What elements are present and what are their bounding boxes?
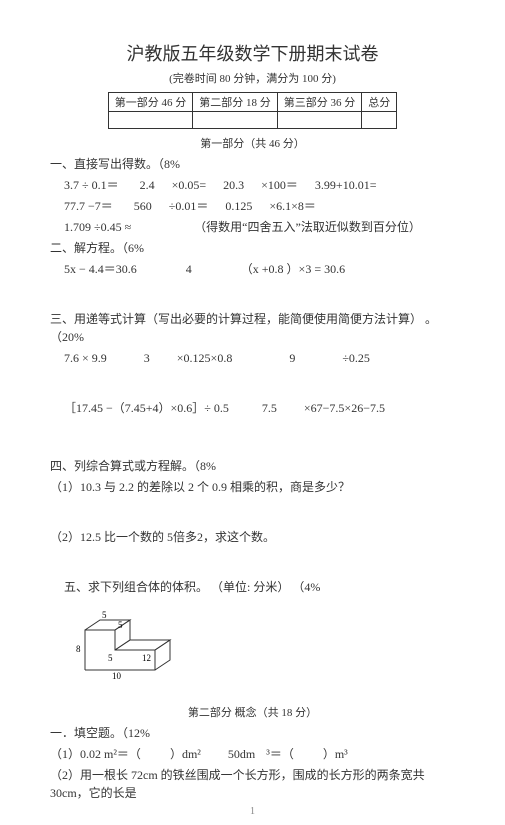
q1-l1: 3.7 ÷ 0.1＝ 2.4 ×0.05= 20.3 ×100＝ 3.99+10… — [64, 176, 455, 194]
subtitle: (完卷时间 80 分钟，满分为 100 分) — [50, 70, 455, 86]
q4-head: 四、列综合算式或方程解。（8% — [50, 457, 455, 475]
page-number: 1 — [0, 806, 505, 817]
cell: 第一部分 46 分 — [108, 93, 193, 112]
txt: 560 — [134, 199, 152, 213]
q2-l1: 5x − 4.4＝30.6 4 （x +0.8 ）×3 = 30.6 — [64, 260, 455, 278]
txt: 4 — [186, 262, 192, 276]
fill-p2: （2）用一根长 72cm 的铁丝围成一个长方形，围成的长方形的两条宽共 30cm… — [50, 766, 455, 802]
txt: 3.99+10.01= — [315, 178, 377, 192]
solid-figure: 5 5 8 5 12 10 — [70, 600, 200, 680]
txt: （得数用“四舍五入”法取近似数到百分位） — [194, 220, 421, 234]
txt: 0.125 — [225, 199, 252, 213]
txt: （1）0.02 m²＝（ — [50, 747, 141, 761]
txt: 30cm，它的长是 — [50, 786, 137, 800]
txt: 7.6 × 9.9 — [64, 351, 107, 365]
q1-l3: 1.709 ÷0.45 ≈ （得数用“四舍五入”法取近似数到百分位） — [64, 218, 455, 236]
score-table: 第一部分 46 分 第二部分 18 分 第三部分 36 分 总分 — [108, 92, 398, 129]
cell: 总分 — [362, 93, 397, 112]
txt: ［17.45 −（7.45+4）×0.6］÷ 0.5 — [64, 401, 229, 415]
dim: 5 — [102, 610, 107, 620]
txt: ×0.05= — [172, 178, 207, 192]
dim: 8 — [76, 644, 81, 654]
txt: 3.7 ÷ 0.1＝ — [64, 178, 119, 192]
txt: ³＝（ — [266, 747, 294, 761]
dim: 5 — [118, 620, 123, 630]
dim: 10 — [112, 671, 122, 680]
txt: （2）用一根长 72cm 的铁丝围成一个长方形，围成的长方形的两条宽共 — [50, 768, 425, 782]
txt: 7.5 — [262, 401, 277, 415]
txt: 20.3 — [223, 178, 244, 192]
fill-p1: （1）0.02 m²＝（ ）dm² 50dm ³＝（ ）m³ — [50, 745, 455, 763]
txt: 9 — [289, 351, 295, 365]
cell — [108, 112, 193, 129]
txt: ×6.1×8＝ — [269, 199, 316, 213]
txt: （x +0.8 ）×3 = 30.6 — [241, 262, 345, 276]
dim: 12 — [142, 653, 151, 663]
txt: ）m³ — [323, 747, 348, 761]
q1-l2: 77.7 −7＝ 560 ÷0.01＝ 0.125 ×6.1×8＝ — [64, 197, 455, 215]
cell: 第二部分 18 分 — [193, 93, 278, 112]
cell — [362, 112, 397, 129]
q4-p1: （1）10.3 与 2.2 的差除以 2 个 0.9 相乘的积，商是多少？ — [50, 478, 455, 496]
part1-head: 第一部分（共 46 分） — [50, 135, 455, 151]
txt: ×67−7.5×26−7.5 — [304, 401, 385, 415]
txt: ×0.125×0.8 — [177, 351, 233, 365]
txt: 5x − 4.4＝30.6 — [64, 262, 137, 276]
txt: ）dm² — [170, 747, 201, 761]
q3-head: 三、用递等式计算（写出必要的计算过程，能简便使用简便方法计算） 。（20% — [50, 310, 455, 346]
cell: 第三部分 36 分 — [277, 93, 362, 112]
txt: ×100＝ — [261, 178, 298, 192]
dim: 5 — [108, 653, 113, 663]
part2-head: 第二部分 概念（共 18 分） — [50, 704, 455, 720]
txt: 2.4 — [140, 178, 155, 192]
q4-p2: （2）12.5 比一个数的 5倍多2，求这个数。 — [50, 528, 455, 546]
page-title: 沪教版五年级数学下册期末试卷 — [50, 40, 455, 66]
q3-l1: 7.6 × 9.9 3 ×0.125×0.8 9 ÷0.25 — [64, 349, 455, 367]
q5-head: 五、求下列组合体的体积。 （单位: 分米） （4% — [64, 578, 455, 596]
txt: 3 — [144, 351, 150, 365]
txt: ÷0.01＝ — [169, 199, 209, 213]
cell — [193, 112, 278, 129]
txt: ÷0.25 — [342, 351, 370, 365]
q1-head: 一、直接写出得数。（8% — [50, 155, 455, 173]
q2-head: 二、解方程。（6% — [50, 239, 455, 257]
txt: 77.7 −7＝ — [64, 199, 113, 213]
q3-l2: ［17.45 −（7.45+4）×0.6］÷ 0.5 7.5 ×67−7.5×2… — [64, 399, 455, 417]
fill-head: 一．填空题。（12% — [50, 724, 455, 742]
txt: 1.709 ÷0.45 ≈ — [64, 220, 131, 234]
cell — [277, 112, 362, 129]
txt: 50dm — [228, 747, 255, 761]
